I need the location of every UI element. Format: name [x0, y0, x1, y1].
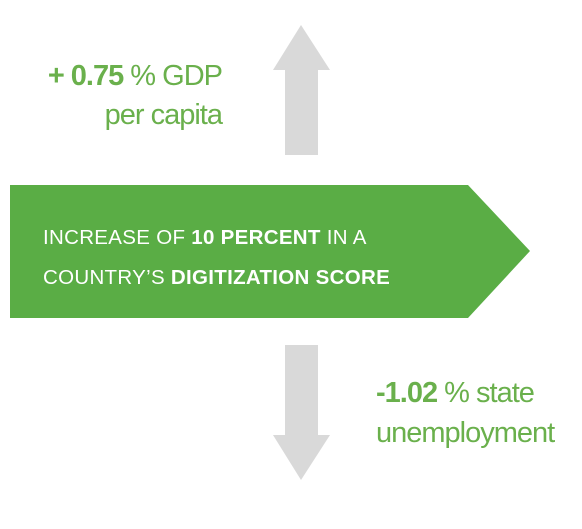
banner-bold: DIGITIZATION SCORE — [171, 266, 390, 289]
banner-text: IN A — [321, 226, 367, 249]
banner-bold: 10 PERCENT — [191, 226, 321, 249]
bottom-stat-value: -1.02 — [376, 377, 437, 409]
banner-text: INCREASE OF — [43, 226, 191, 249]
top-stat-line1: + 0.75 % GDP — [48, 60, 222, 92]
top-stat-line2: per capita — [105, 99, 224, 131]
banner-line2: COUNTRY’S DIGITIZATION SCORE — [43, 266, 390, 289]
bottom-stat-line1: -1.02 % state — [376, 377, 534, 409]
down-arrow — [273, 345, 330, 480]
up-arrow — [273, 25, 330, 155]
bottom-stat-unit: % state — [437, 377, 534, 409]
banner-line1: INCREASE OF 10 PERCENT IN A — [43, 226, 367, 249]
banner-arrow — [10, 185, 530, 318]
top-stat-value: + 0.75 — [48, 60, 124, 92]
top-stat-unit: % GDP — [123, 60, 222, 92]
banner-text: COUNTRY’S — [43, 266, 171, 289]
bottom-stat-line2: unemployment — [376, 417, 555, 449]
